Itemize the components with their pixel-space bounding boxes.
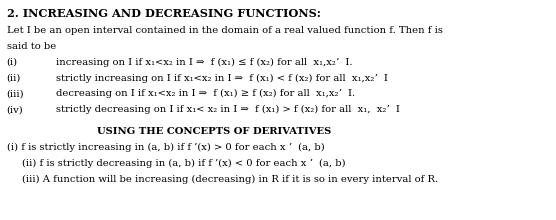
Text: said to be: said to be — [7, 42, 56, 51]
Text: (i) f is strictly increasing in (a, b) if f ’(x) > 0 for each x ʼ  (a, b): (i) f is strictly increasing in (a, b) i… — [7, 143, 324, 152]
Text: 2. INCREASING AND DECREASING FUNCTIONS:: 2. INCREASING AND DECREASING FUNCTIONS: — [7, 8, 321, 19]
Text: strictly increasing on I if x₁<x₂ in I ⇒  f (x₁) < f (x₂) for all  x₁,x₂ʼ  I: strictly increasing on I if x₁<x₂ in I ⇒… — [56, 73, 388, 82]
Text: (iv): (iv) — [7, 105, 23, 114]
Text: USING THE CONCEPTS OF DERIVATIVES: USING THE CONCEPTS OF DERIVATIVES — [97, 127, 331, 136]
Text: strictly decreasing on I if x₁< x₂ in I ⇒  f (x₁) > f (x₂) for all  x₁,  x₂ʼ  I: strictly decreasing on I if x₁< x₂ in I … — [56, 105, 399, 114]
Text: (ii) f is strictly decreasing in (a, b) if f ’(x) < 0 for each x ʼ  (a, b): (ii) f is strictly decreasing in (a, b) … — [22, 159, 346, 168]
Text: (i): (i) — [7, 58, 18, 67]
Text: (iii): (iii) — [7, 89, 24, 98]
Text: decreasing on I if x₁<x₂ in I ⇒  f (x₁) ≥ f (x₂) for all  x₁,x₂ʼ  I.: decreasing on I if x₁<x₂ in I ⇒ f (x₁) ≥… — [56, 89, 355, 98]
Text: Let I be an open interval contained in the domain of a real valued function f. T: Let I be an open interval contained in t… — [7, 26, 443, 35]
Text: (iii) A function will be increasing (decreasing) in R if it is so in every inter: (iii) A function will be increasing (dec… — [22, 175, 438, 184]
Text: increasing on I if x₁<x₂ in I ⇒  f (x₁) ≤ f (x₂) for all  x₁,x₂ʼ  I.: increasing on I if x₁<x₂ in I ⇒ f (x₁) ≤… — [56, 58, 352, 67]
Text: (ii): (ii) — [7, 73, 21, 82]
